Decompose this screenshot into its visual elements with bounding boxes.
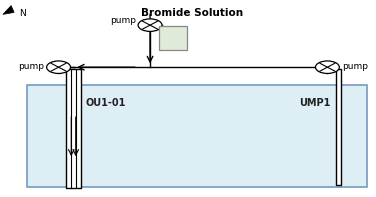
Bar xyxy=(27,85,367,187)
Text: pump: pump xyxy=(342,62,368,71)
Text: UMP1: UMP1 xyxy=(299,98,331,109)
Bar xyxy=(67,69,80,189)
Bar xyxy=(336,69,341,185)
Text: OU1-01: OU1-01 xyxy=(85,98,126,109)
Polygon shape xyxy=(3,6,14,14)
Circle shape xyxy=(138,19,162,31)
Text: N: N xyxy=(19,8,26,18)
Circle shape xyxy=(47,61,71,73)
Text: pump: pump xyxy=(18,62,44,71)
Text: pump: pump xyxy=(110,16,136,25)
Circle shape xyxy=(315,61,340,73)
Text: Bromide Solution: Bromide Solution xyxy=(141,8,243,18)
Bar xyxy=(159,26,187,50)
